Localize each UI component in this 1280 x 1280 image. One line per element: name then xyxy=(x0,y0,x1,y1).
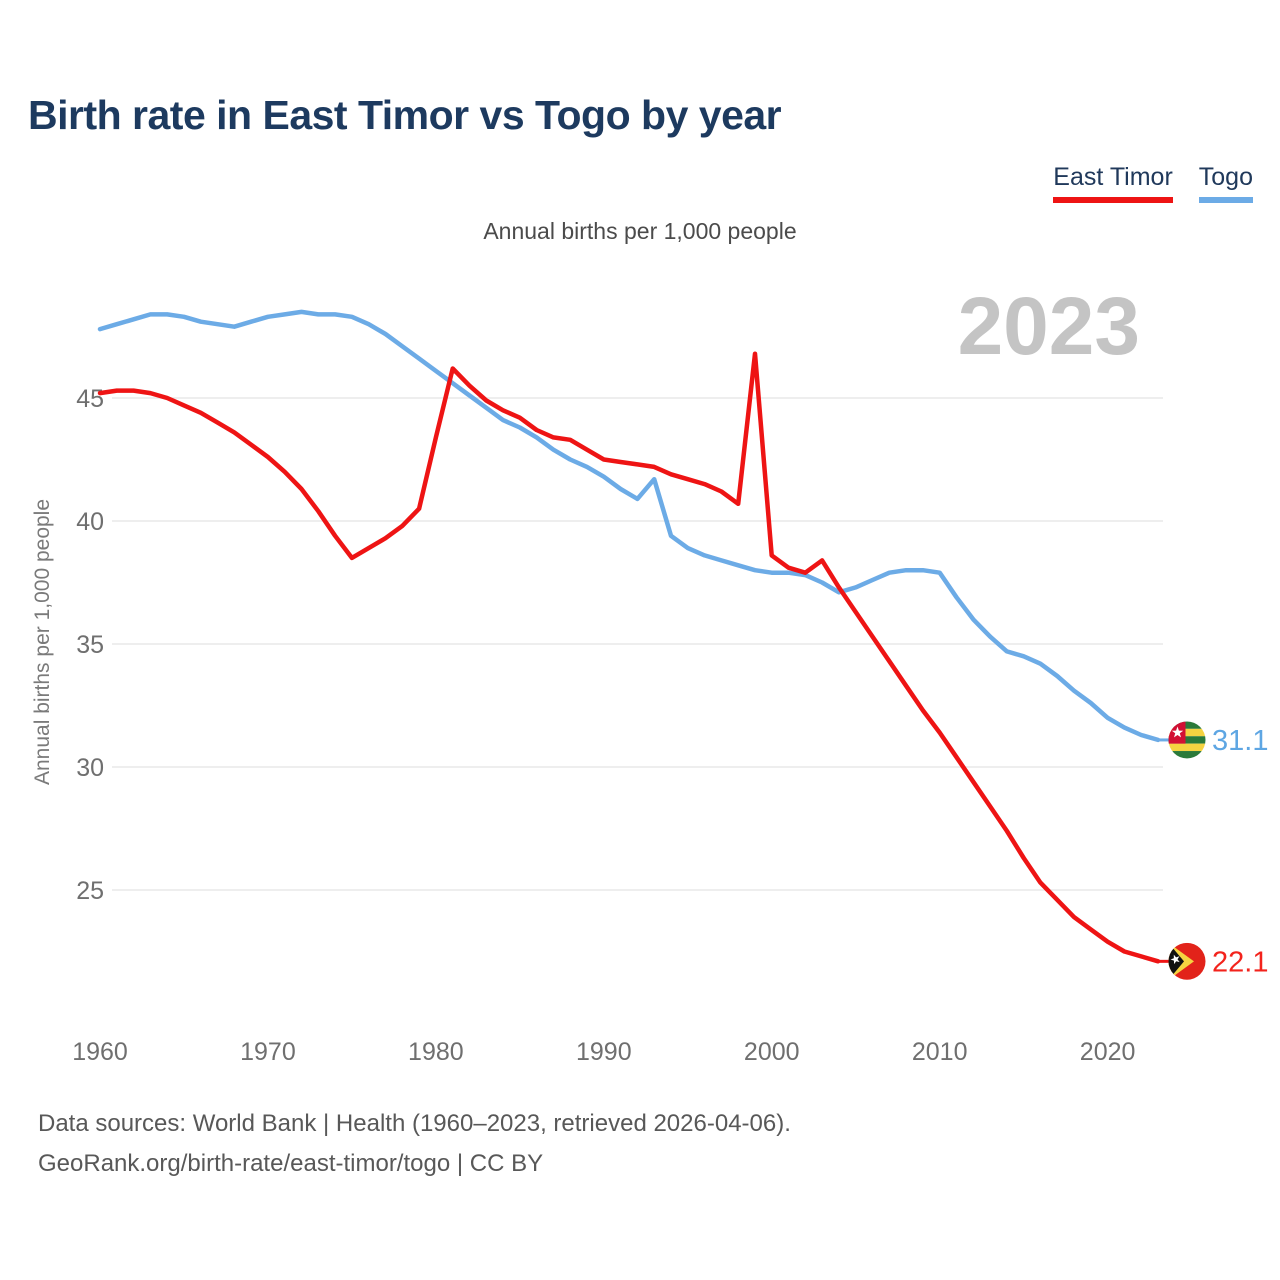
series-line-east-timor[interactable] xyxy=(97,351,1161,964)
end-value-label-east-timor: 22.1 xyxy=(1212,946,1268,978)
chart-title: Birth rate in East Timor vs Togo by year xyxy=(28,92,782,138)
footer-attribution: GeoRank.org/birth-rate/east-timor/togo |… xyxy=(38,1150,544,1177)
x-tick-label: 1960 xyxy=(72,1038,128,1066)
end-value-label-togo: 31.1 xyxy=(1212,725,1268,757)
legend-item-togo[interactable]: Togo xyxy=(1198,163,1253,203)
y-tick-label: 45 xyxy=(76,385,104,413)
x-tick-label: 1980 xyxy=(408,1038,464,1066)
x-tick-label: 2020 xyxy=(1080,1038,1136,1066)
series-line-togo[interactable] xyxy=(97,309,1161,743)
legend: East Timor Togo xyxy=(1053,163,1253,203)
footer-data-sources: Data sources: World Bank | Health (1960–… xyxy=(38,1110,791,1137)
x-tick-label: 2000 xyxy=(744,1038,800,1066)
x-tick-label: 1990 xyxy=(576,1038,632,1066)
y-tick-label: 30 xyxy=(76,754,104,782)
togo-flag-icon[interactable] xyxy=(1168,721,1206,759)
x-tick-label: 1970 xyxy=(240,1038,296,1066)
y-tick-label: 35 xyxy=(76,631,104,659)
legend-item-east-timor[interactable]: East Timor xyxy=(1053,163,1173,203)
y-tick-label: 40 xyxy=(76,508,104,536)
footer: Data sources: World Bank | Health (1960–… xyxy=(38,1104,1138,1184)
chart-subtitle: Annual births per 1,000 people xyxy=(483,218,797,244)
x-tick-label: 2010 xyxy=(912,1038,968,1066)
y-axis-label: Annual births per 1,000 people xyxy=(31,498,54,786)
watermark-year: 2023 xyxy=(957,281,1140,372)
east-timor-flag-icon[interactable] xyxy=(1168,942,1206,980)
y-tick-label: 25 xyxy=(76,877,104,905)
